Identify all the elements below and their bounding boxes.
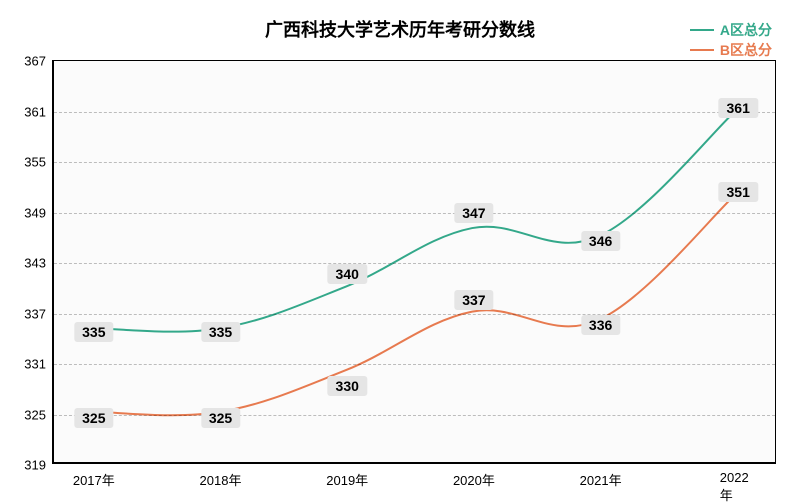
data-label: 340: [328, 264, 367, 284]
y-tick-label: 337: [24, 306, 54, 321]
x-tick-label: 2021年: [580, 462, 622, 489]
legend-item: A区总分: [690, 20, 772, 40]
gridline: [54, 213, 775, 214]
data-label: 325: [201, 408, 240, 428]
y-tick-label: 361: [24, 104, 54, 119]
y-tick-label: 325: [24, 407, 54, 422]
gridline: [54, 314, 775, 315]
data-label: 336: [581, 315, 620, 335]
gridline: [54, 263, 775, 264]
gridline: [54, 112, 775, 113]
y-tick-label: 331: [24, 357, 54, 372]
y-tick-label: 355: [24, 155, 54, 170]
y-tick-label: 349: [24, 205, 54, 220]
y-tick-label: 367: [24, 54, 54, 69]
legend-swatch: [690, 29, 714, 31]
data-label: 325: [74, 408, 113, 428]
series-line: [94, 195, 736, 416]
legend-label: A区总分: [720, 20, 772, 40]
series-line: [94, 111, 736, 332]
legend: A区总分B区总分: [690, 20, 772, 60]
data-label: 335: [74, 322, 113, 342]
chart-title: 广西科技大学艺术历年考研分数线: [0, 16, 800, 42]
y-tick-label: 319: [24, 458, 54, 473]
gridline: [54, 364, 775, 365]
data-label: 351: [718, 182, 757, 202]
series-lines: [54, 61, 775, 462]
legend-swatch: [690, 49, 714, 51]
x-tick-label: 2022年: [720, 462, 757, 504]
data-label: 330: [328, 376, 367, 396]
x-tick-label: 2018年: [200, 462, 242, 489]
gridline: [54, 162, 775, 163]
data-label: 335: [201, 322, 240, 342]
gridline: [54, 415, 775, 416]
legend-item: B区总分: [690, 40, 772, 60]
y-tick-label: 343: [24, 256, 54, 271]
x-tick-label: 2017年: [73, 462, 115, 489]
data-label: 346: [581, 231, 620, 251]
legend-label: B区总分: [720, 40, 772, 60]
chart-container: 广西科技大学艺术历年考研分数线 A区总分B区总分 319325331337343…: [0, 0, 800, 500]
plot-area: 3193253313373433493553613672017年2018年201…: [52, 60, 776, 464]
x-tick-label: 2020年: [453, 462, 495, 489]
x-tick-label: 2019年: [326, 462, 368, 489]
data-label: 347: [454, 203, 493, 223]
data-label: 337: [454, 290, 493, 310]
data-label: 361: [718, 98, 757, 118]
